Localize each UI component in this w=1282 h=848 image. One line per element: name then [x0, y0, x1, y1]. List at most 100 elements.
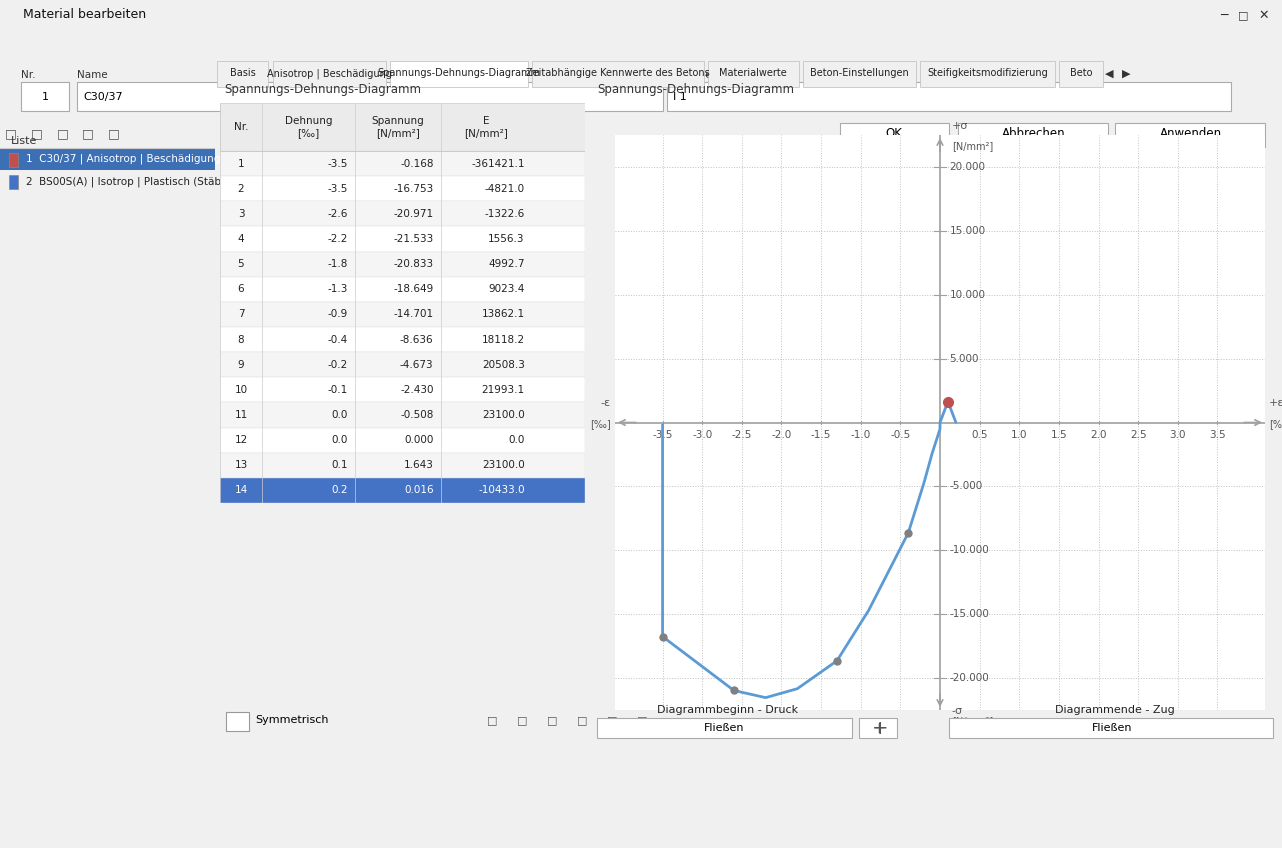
- Bar: [221, 352, 585, 377]
- Bar: [221, 453, 585, 478]
- Text: -0.9: -0.9: [327, 310, 347, 320]
- Text: 9: 9: [237, 360, 245, 370]
- Text: +σ: +σ: [953, 121, 968, 131]
- Text: -3.5: -3.5: [327, 184, 347, 193]
- Text: 1.643: 1.643: [404, 460, 433, 471]
- Bar: [221, 478, 585, 503]
- Text: +: +: [872, 719, 888, 738]
- Text: 2.0: 2.0: [1090, 430, 1106, 440]
- Text: 0.0: 0.0: [331, 435, 347, 445]
- Text: Steifigkeitsmodifizierung: Steifigkeitsmodifizierung: [927, 69, 1047, 78]
- Text: -1.0: -1.0: [850, 430, 870, 440]
- Bar: [221, 103, 585, 151]
- Text: OK: OK: [885, 127, 903, 140]
- Text: 0.2: 0.2: [331, 485, 347, 495]
- Text: -3.5: -3.5: [327, 159, 347, 169]
- Bar: [221, 226, 585, 252]
- Bar: [0, 149, 215, 170]
- Bar: [708, 60, 799, 87]
- Bar: [840, 123, 949, 147]
- Text: -2.5: -2.5: [732, 430, 753, 440]
- Text: -1.8: -1.8: [327, 259, 347, 269]
- Text: Nr.: Nr.: [233, 122, 249, 132]
- Text: 4: 4: [237, 234, 245, 244]
- Text: Liste: Liste: [10, 136, 37, 146]
- Bar: [273, 60, 386, 87]
- Text: Nr.: Nr.: [21, 70, 35, 80]
- Text: -21.533: -21.533: [394, 234, 433, 244]
- Text: 0.000: 0.000: [404, 435, 433, 445]
- Bar: [1059, 60, 1103, 87]
- Text: 1: 1: [41, 92, 49, 102]
- Text: □: □: [487, 715, 497, 725]
- Text: Spannungs-Dehnungs-Diagramm: Spannungs-Dehnungs-Diagramm: [224, 83, 420, 97]
- Text: I 1: I 1: [673, 92, 687, 102]
- Bar: [221, 151, 585, 176]
- Text: □: □: [56, 127, 68, 140]
- Text: Spannung
[N/mm²]: Spannung [N/mm²]: [372, 116, 424, 137]
- Bar: [221, 427, 585, 453]
- Text: Materialwerte: Materialwerte: [719, 69, 787, 78]
- Text: -20.833: -20.833: [394, 259, 433, 269]
- Text: -2.0: -2.0: [772, 430, 791, 440]
- Text: 0.1: 0.1: [331, 460, 347, 471]
- Bar: [597, 718, 853, 739]
- Text: +ε: +ε: [1269, 399, 1282, 409]
- Text: Zeitabhängige Kennwerte des Betons: Zeitabhängige Kennwerte des Betons: [526, 69, 710, 78]
- Text: [N/mm²]: [N/mm²]: [953, 142, 994, 152]
- Text: 2  BS00S(A) | Isotrop | Plastisch (Stäbe): 2 BS00S(A) | Isotrop | Plastisch (Stäbe): [26, 176, 231, 187]
- Bar: [217, 60, 268, 87]
- Text: -3.0: -3.0: [692, 430, 713, 440]
- Bar: [532, 60, 704, 87]
- Bar: [1115, 123, 1265, 147]
- Text: 18118.2: 18118.2: [482, 335, 524, 344]
- Text: Anisotrop | Beschädigung: Anisotrop | Beschädigung: [267, 68, 392, 79]
- Text: 5: 5: [237, 259, 245, 269]
- Bar: [226, 711, 249, 730]
- Text: 8: 8: [237, 335, 245, 344]
- Text: 3.0: 3.0: [1169, 430, 1186, 440]
- Text: 12: 12: [235, 435, 247, 445]
- Bar: [221, 302, 585, 327]
- Text: 7: 7: [237, 310, 245, 320]
- Text: 13: 13: [235, 460, 247, 471]
- Text: -1.5: -1.5: [812, 430, 831, 440]
- Text: [‰]: [‰]: [1269, 419, 1282, 429]
- Text: 0.0: 0.0: [331, 410, 347, 420]
- Text: -ε: -ε: [601, 399, 612, 409]
- Text: -10.000: -10.000: [950, 545, 990, 555]
- Text: -1322.6: -1322.6: [485, 209, 524, 219]
- Text: [‰]: [‰]: [590, 419, 612, 429]
- Text: Diagrammende - Zug: Diagrammende - Zug: [1055, 706, 1174, 716]
- Text: □: □: [637, 715, 647, 725]
- Text: Anwenden: Anwenden: [1160, 127, 1222, 140]
- Text: 0.016: 0.016: [404, 485, 433, 495]
- Text: [N/mm²]: [N/mm²]: [953, 717, 994, 727]
- Bar: [221, 403, 585, 427]
- Bar: [221, 327, 585, 352]
- Text: -16.753: -16.753: [394, 184, 433, 193]
- Text: -361421.1: -361421.1: [472, 159, 524, 169]
- Text: 21993.1: 21993.1: [482, 385, 524, 395]
- Text: 5.000: 5.000: [950, 354, 979, 364]
- Bar: [920, 60, 1055, 87]
- Text: -10433.0: -10433.0: [478, 485, 524, 495]
- Text: □: □: [1238, 10, 1249, 20]
- Text: C30/37: C30/37: [83, 92, 123, 102]
- Bar: [667, 82, 1231, 111]
- Text: Name: Name: [77, 70, 108, 80]
- Bar: [221, 176, 585, 201]
- Text: 1.5: 1.5: [1050, 430, 1067, 440]
- Text: +: +: [872, 721, 885, 736]
- Bar: [21, 82, 69, 111]
- Text: -20.000: -20.000: [950, 673, 990, 683]
- Text: 13862.1: 13862.1: [482, 310, 524, 320]
- Text: ◀: ◀: [1105, 69, 1113, 78]
- Text: Beton-Einstellungen: Beton-Einstellungen: [810, 69, 909, 78]
- Text: □: □: [577, 715, 587, 725]
- Text: 14: 14: [235, 485, 247, 495]
- Text: 3: 3: [237, 209, 245, 219]
- Text: 4992.7: 4992.7: [488, 259, 524, 269]
- Text: □: □: [82, 127, 94, 140]
- Text: -0.168: -0.168: [400, 159, 433, 169]
